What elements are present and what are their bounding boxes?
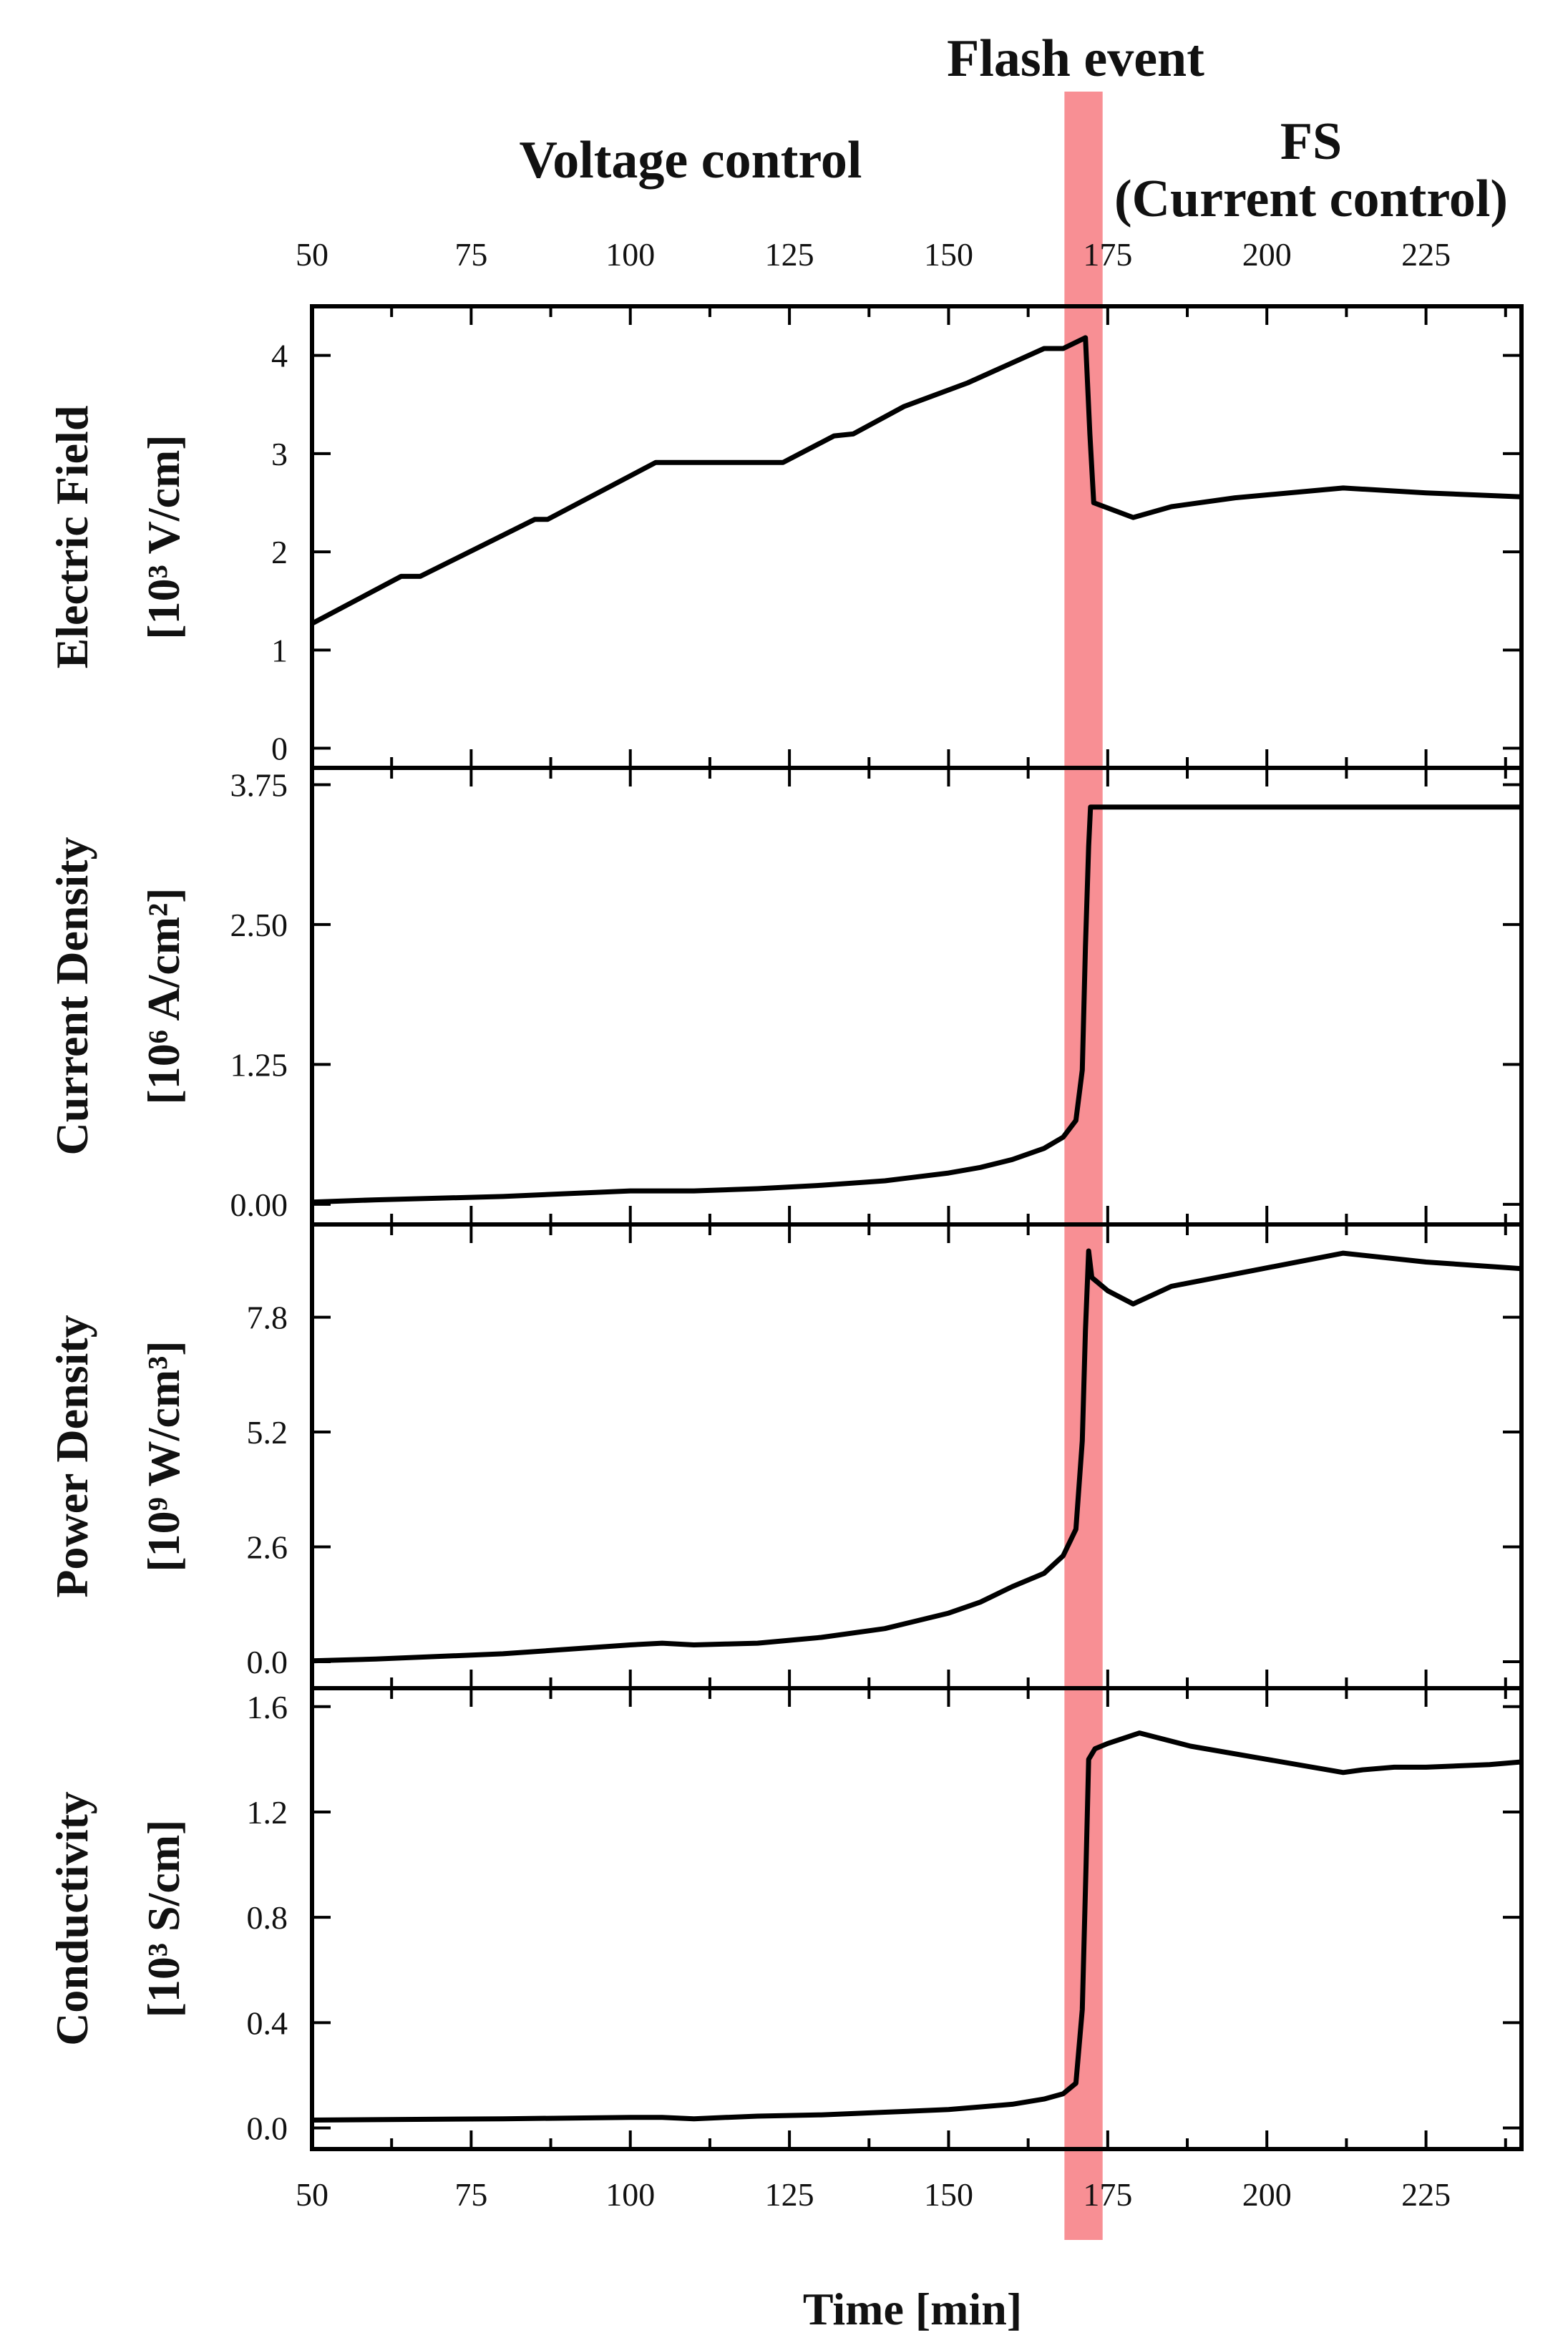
y-tick-label-power-density-1: 2.6 [247,1529,288,1566]
y-tick-label-current-density-2: 2.50 [230,907,288,943]
y-tick-label-electric-field-3: 3 [271,436,288,472]
top-x-tick-label-100: 100 [605,236,655,273]
top-x-tick-label-50: 50 [296,236,328,273]
y-tick-label-conductivity-1: 0.4 [247,2005,288,2041]
panel-conductivity: 0.0 0.4 0.8 1.2 1.6 Conductivity [10³ S/cm] [47,1686,1524,2151]
x-axis-title: Time [min] [803,2284,1022,2334]
y-tick-label-electric-field-0: 0 [271,731,288,767]
series-line-current-density [312,804,1521,1205]
top-x-tick-label-150: 150 [924,236,973,273]
y-tick-label-electric-field-2: 2 [271,534,288,570]
y-axis-unit-conductivity: [10³ S/cm] [138,1820,189,2018]
current-control-title: (Current control) [1114,170,1508,228]
top-x-tick-label-200: 200 [1242,236,1292,273]
flash-event-title: Flash event [947,29,1204,88]
bottom-x-tick-label-100: 100 [605,2176,655,2213]
y-tick-label-current-density-0: 0.00 [230,1187,288,1223]
y-tick-label-conductivity-3: 1.2 [247,1794,288,1831]
panel-frame-electric-field [310,304,1524,770]
bottom-x-tick-label-125: 125 [765,2176,814,2213]
y-tick-label-power-density-0: 0.0 [247,1644,288,1680]
bottom-x-tick-label-50: 50 [296,2176,328,2213]
bottom-x-tick-label-150: 150 [924,2176,973,2213]
bottom-x-tick-labels: 50 75 100 125 150 175 200 225 [296,2176,1451,2213]
top-x-tick-label-75: 75 [454,236,487,273]
top-x-tick-label-175: 175 [1083,236,1132,273]
panel-current-density: 0.00 1.25 2.50 3.75 Current Density [10⁶ A/cm… [47,766,1524,1227]
y-tick-label-conductivity-4: 1.6 [247,1689,288,1725]
series-line-conductivity [312,1730,1521,2123]
y-tick-label-electric-field-4: 4 [271,338,288,374]
y-tick-label-conductivity-2: 0.8 [247,1899,288,1936]
series-line-power-density [312,1248,1521,1664]
chart-panels: 0 1 2 3 4 Electric Field [10³ V/cm] 0.00 1.25 2.5… [47,304,1524,2151]
top-x-tick-label-225: 225 [1401,236,1451,273]
y-tick-label-current-density-1: 1.25 [230,1046,288,1083]
panel-power-density: 0.0 2.6 5.2 7.8 Power Density [10⁹ W/cm³] [47,1222,1524,1690]
top-x-tick-labels: 50 75 100 125 150 175 200 225 [296,236,1451,273]
y-tick-label-power-density-2: 5.2 [247,1414,288,1451]
y-axis-unit-electric-field: [10³ V/cm] [138,434,189,639]
series-line-electric-field [312,335,1521,626]
top-x-tick-label-125: 125 [765,236,814,273]
fs-title: FS [1280,112,1342,171]
y-axis-title-electric-field: Electric Field [47,406,97,669]
panel-frame-current-density [310,766,1524,1227]
voltage-control-title: Voltage control [520,131,862,190]
y-tick-label-power-density-3: 7.8 [247,1300,288,1336]
panel-frame-conductivity [310,1686,1524,2151]
y-axis-title-conductivity: Conductivity [47,1791,97,2046]
bottom-x-tick-label-75: 75 [454,2176,487,2213]
y-axis-unit-power-density: [10⁹ W/cm³] [138,1340,189,1572]
y-axis-title-current-density: Current Density [47,837,97,1156]
y-tick-label-conductivity-0: 0.0 [247,2110,288,2147]
y-tick-label-current-density-3: 3.75 [230,766,288,803]
bottom-x-tick-label-200: 200 [1242,2176,1292,2213]
bottom-x-tick-label-225: 225 [1401,2176,1451,2213]
y-axis-title-power-density: Power Density [47,1315,97,1597]
bottom-x-tick-label-175: 175 [1083,2176,1132,2213]
y-axis-unit-current-density: [10⁶ A/cm²] [138,887,189,1104]
y-tick-label-electric-field-1: 1 [271,632,288,668]
panel-electric-field: 0 1 2 3 4 Electric Field [10³ V/cm] [47,304,1524,770]
